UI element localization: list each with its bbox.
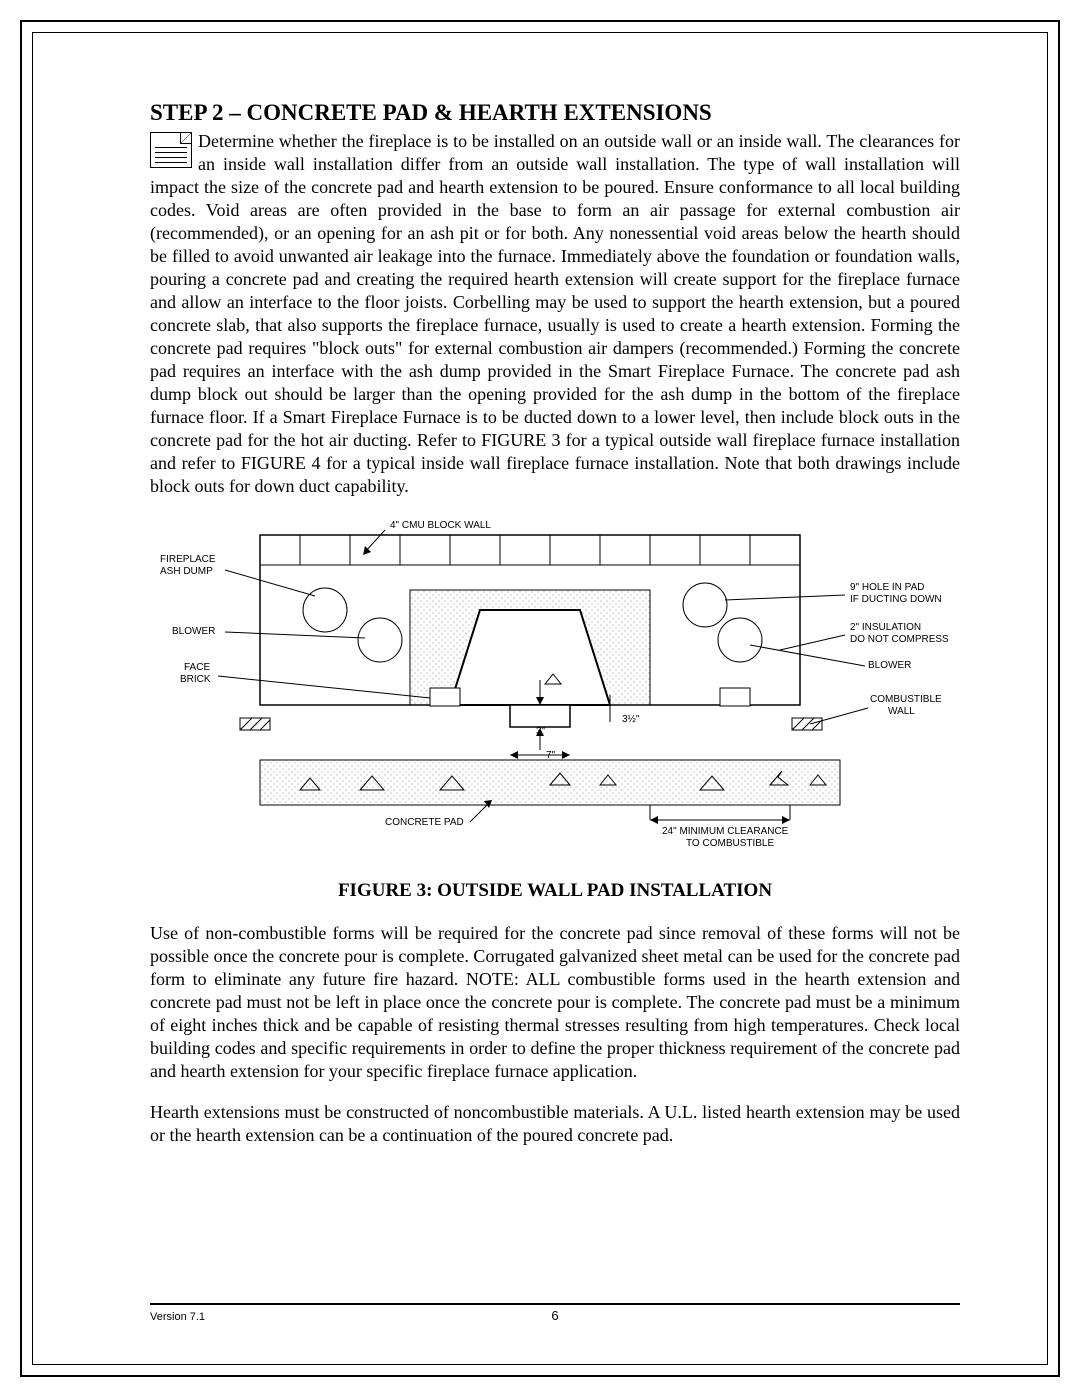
figure-3-diagram: 4" CMU BLOCK WALL FIREPLACE ASH DUMP BLO… [150, 505, 960, 870]
lbl-comb: COMBUSTIBLE [870, 694, 942, 705]
lbl-clearance: 24" MINIMUM CLEARANCE [662, 826, 789, 837]
figure-svg: 4" CMU BLOCK WALL FIREPLACE ASH DUMP BLO… [150, 505, 970, 865]
lbl-insul: 2" INSULATION [850, 622, 921, 633]
lbl-hole: 9" HOLE IN PAD [850, 582, 925, 593]
lbl-cmu: 4" CMU BLOCK WALL [390, 520, 491, 531]
dim-3: 3" [536, 726, 546, 737]
paragraph-2: Use of non-combustible forms will be req… [150, 922, 960, 1083]
lbl-fireplace: FIREPLACE [160, 554, 216, 565]
lbl-blower-l: BLOWER [172, 626, 215, 637]
paragraph-3: Hearth extensions must be constructed of… [150, 1101, 960, 1147]
figure-caption: FIGURE 3: OUTSIDE WALL PAD INSTALLATION [150, 880, 960, 902]
lbl-duct: IF DUCTING DOWN [850, 594, 942, 605]
lbl-face: FACE [184, 662, 210, 673]
lbl-brick: BRICK [180, 674, 211, 685]
dim-7: 7" [546, 750, 556, 761]
lbl-wall: WALL [888, 706, 915, 717]
lbl-ashdump: ASH DUMP [160, 566, 213, 577]
dim-3half: 3½" [622, 714, 640, 725]
para1-text: Determine whether the fireplace is to be… [150, 131, 960, 496]
lbl-concrete: CONCRETE PAD [385, 817, 464, 828]
lbl-compress: DO NOT COMPRESS [850, 634, 949, 645]
note-icon [150, 132, 192, 168]
step-heading: STEP 2 – CONCRETE PAD & HEARTH EXTENSION… [150, 100, 960, 126]
lbl-tocomb: TO COMBUSTIBLE [686, 838, 774, 849]
lbl-blower-r: BLOWER [868, 660, 911, 671]
footer-rule [150, 1303, 960, 1305]
footer-page-number: 6 [551, 1308, 558, 1323]
footer-version: Version 7.1 [150, 1311, 205, 1323]
paragraph-1: Determine whether the fireplace is to be… [150, 130, 960, 499]
page-content: STEP 2 – CONCRETE PAD & HEARTH EXTENSION… [150, 100, 960, 1337]
